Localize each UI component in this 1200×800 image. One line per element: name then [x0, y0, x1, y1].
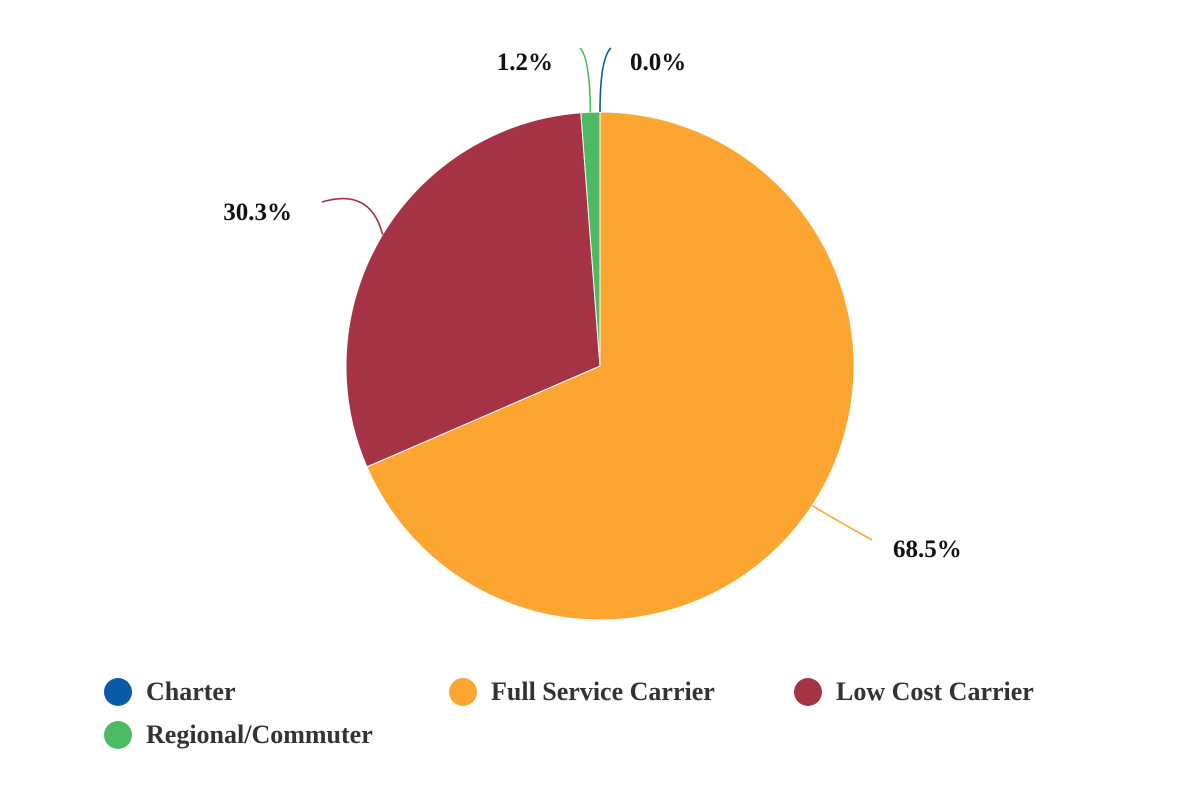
data-label-charter: 0.0% — [630, 49, 686, 76]
legend-swatch-regional-commuter — [104, 721, 132, 749]
legend-label-low-cost-carrier: Low Cost Carrier — [836, 677, 1034, 706]
leader-line-charter — [599, 47, 612, 113]
legend-label-full-service-carrier: Full Service Carrier — [491, 677, 715, 706]
legend-item-low-cost-carrier[interactable]: Low Cost Carrier — [794, 677, 1034, 707]
pie-slice-low-cost-carrier[interactable] — [345, 112, 601, 468]
legend-swatch-low-cost-carrier — [794, 678, 822, 706]
data-label-regional-commuter: 1.2% — [497, 49, 553, 76]
leader-line-low-cost-carrier — [321, 197, 384, 235]
legend-label-regional-commuter: Regional/Commuter — [146, 720, 373, 749]
data-label-full-service-carrier: 68.5% — [893, 536, 962, 563]
legend-swatch-full-service-carrier — [449, 678, 477, 706]
legend-item-regional-commuter[interactable]: Regional/Commuter — [104, 720, 373, 750]
legend-swatch-charter — [104, 678, 132, 706]
leader-line-regional-commuter — [579, 47, 592, 113]
legend-label-charter: Charter — [146, 677, 236, 706]
data-labels: 0.0% 68.5% 30.3% 1.2% — [223, 49, 962, 563]
pie-slice-full-service-carrier[interactable] — [366, 111, 855, 621]
legend-item-full-service-carrier[interactable]: Full Service Carrier — [449, 677, 715, 707]
legend-item-charter[interactable]: Charter — [104, 677, 236, 707]
data-label-low-cost-carrier: 30.3% — [223, 199, 292, 226]
pie-slices — [345, 111, 855, 621]
leader-line-full-service-carrier — [811, 504, 873, 541]
leader-lines — [321, 47, 873, 541]
